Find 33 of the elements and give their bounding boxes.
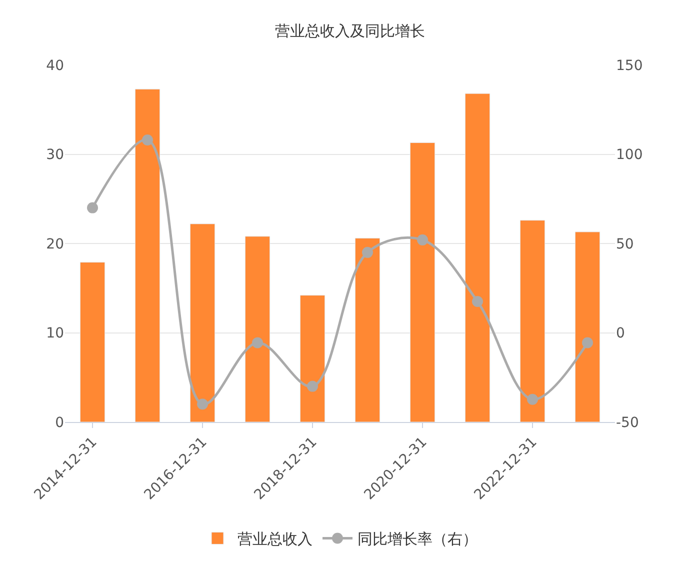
bar [190,224,216,422]
point [582,337,593,348]
bar [134,88,160,422]
bar [464,93,490,422]
point [362,246,373,258]
legend-label: 营业总收入 [238,530,312,548]
y2-tick-label: 150 [616,58,643,74]
y2-tick-label: 0 [616,326,625,342]
y-tick-label: 0 [55,414,64,431]
y-tick-label: 10 [46,326,64,342]
point [307,380,318,392]
y2-tick-label: -50 [616,414,639,431]
bar [244,236,270,422]
bar [574,232,600,422]
point [252,337,263,348]
legend-label: 同比增长率（右） [358,530,478,548]
y2-tick-label: 50 [616,236,634,252]
y-tick-label: 20 [46,236,64,252]
bar [300,295,326,422]
y-tick-label: 30 [46,147,64,164]
point [197,398,208,410]
bar [410,142,436,422]
point [142,134,153,146]
y-tick-label: 40 [46,58,64,74]
point [417,234,428,246]
bar [354,238,380,422]
bar [80,262,106,422]
point [527,394,538,405]
bar [520,220,546,422]
point [87,202,98,214]
chart-title: 营业总收入及同比增长 [275,22,425,40]
point [472,296,483,308]
y2-tick-label: 100 [616,147,643,164]
